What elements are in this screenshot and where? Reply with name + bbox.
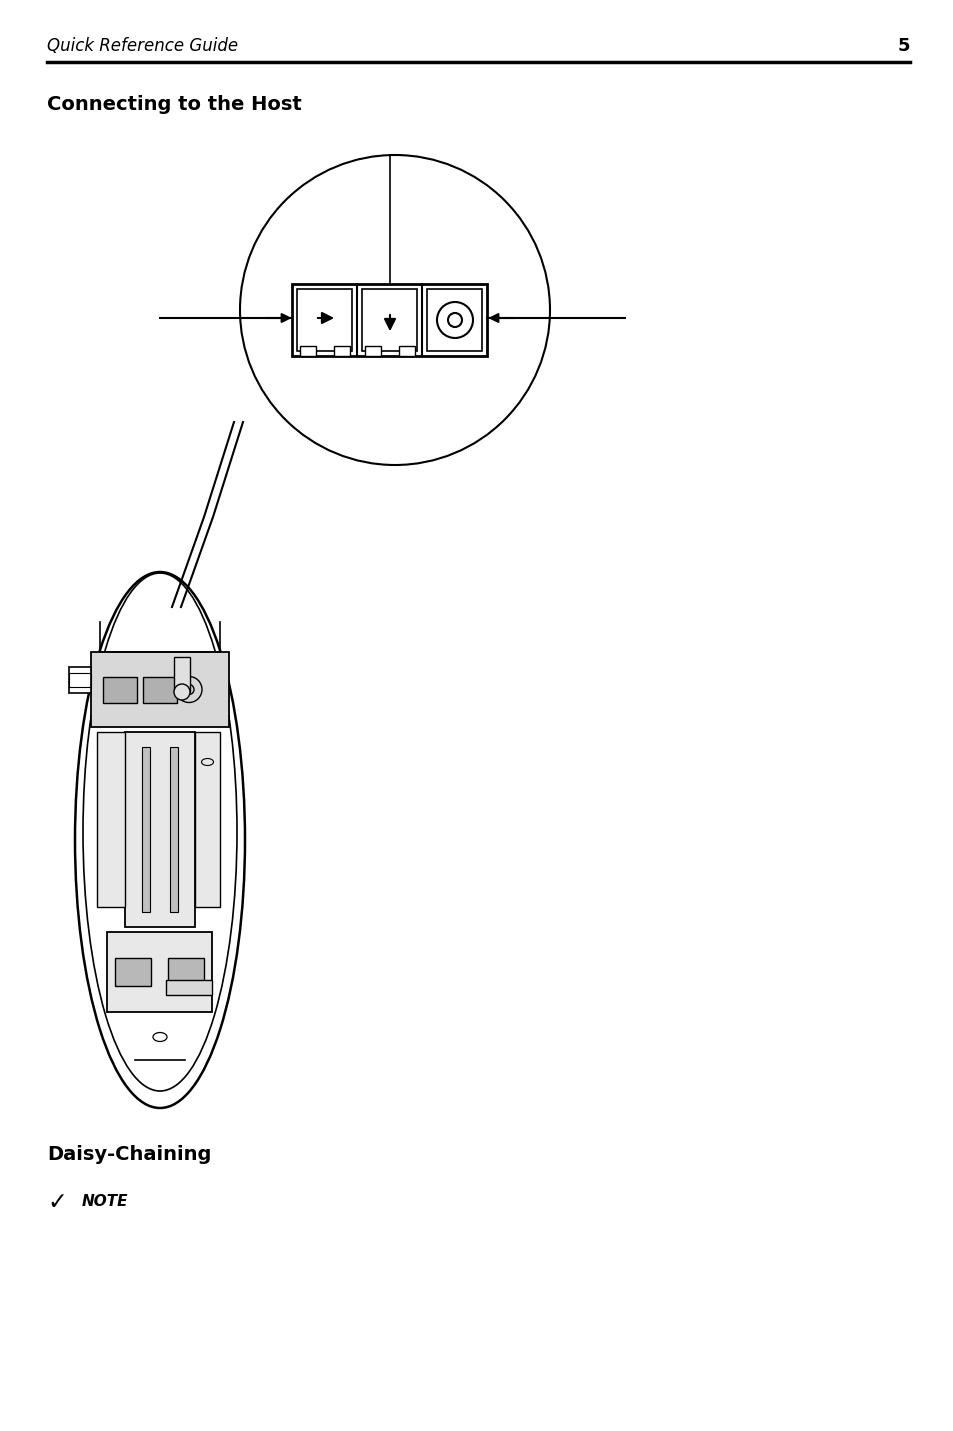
Bar [398, 346, 415, 356]
Bar [362, 289, 417, 351]
Text: NOTE: NOTE [82, 1195, 129, 1209]
Bar [169, 957, 204, 986]
Text: Connecting to the Host: Connecting to the Host [47, 96, 301, 114]
Bar [293, 283, 487, 356]
Text: Quick Reference Guide: Quick Reference Guide [47, 37, 238, 54]
Bar [143, 677, 177, 703]
Bar [103, 677, 137, 703]
Text: Daisy-Chaining: Daisy-Chaining [47, 1145, 212, 1165]
Bar [194, 733, 220, 907]
Bar [334, 346, 350, 356]
Bar [170, 747, 178, 912]
Text: ✓: ✓ [47, 1191, 67, 1213]
Bar [427, 289, 482, 351]
Circle shape [175, 677, 202, 703]
Bar [108, 932, 213, 1012]
Bar [299, 346, 315, 356]
Text: 5: 5 [897, 37, 909, 54]
Bar [365, 346, 380, 356]
Bar [69, 673, 91, 687]
Bar [91, 653, 229, 727]
Bar [125, 733, 194, 927]
Bar [97, 733, 125, 907]
Bar [115, 957, 152, 986]
Bar [173, 657, 190, 693]
Circle shape [173, 684, 190, 700]
Bar [142, 747, 150, 912]
Bar [167, 980, 213, 995]
Bar [297, 289, 352, 351]
Bar [69, 667, 91, 693]
